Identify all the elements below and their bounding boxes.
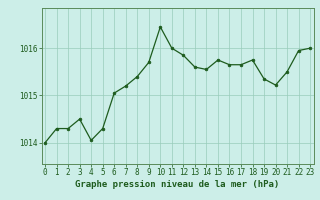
- X-axis label: Graphe pression niveau de la mer (hPa): Graphe pression niveau de la mer (hPa): [76, 180, 280, 189]
